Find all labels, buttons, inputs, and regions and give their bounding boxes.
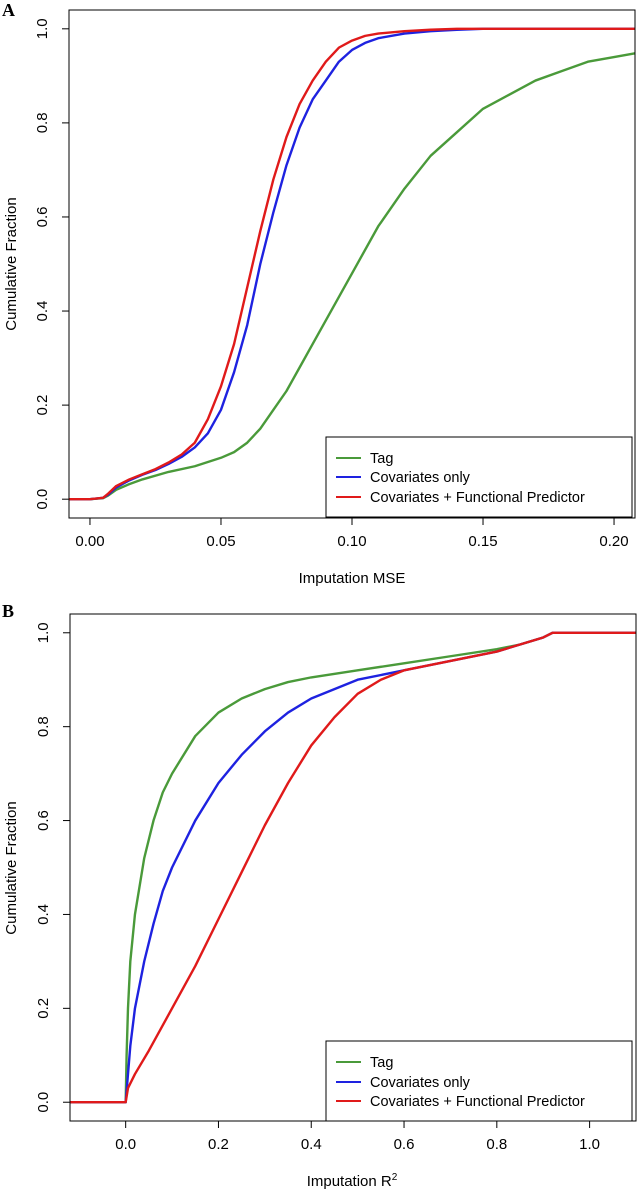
panel-a-x-axis-label: Imputation MSE: [299, 570, 406, 587]
panel-b-y-tick-label: 0.4: [35, 904, 52, 925]
panel-a-plot-frame: [68, 9, 636, 519]
panel-b-legend-label-tag: Tag: [370, 1055, 393, 1071]
panel-b-x-axis-label-text: Imputation R: [307, 1173, 392, 1190]
panel-a-legend-label-tag: Tag: [370, 451, 393, 467]
panel-b-series-line-functional: [70, 631, 636, 1104]
panel-b-x-tick-label: 1.0: [579, 1136, 600, 1153]
panel-b-legend-label-covariates: Covariates only: [370, 1075, 471, 1091]
panel-a-y-tick-label: 0.4: [34, 301, 51, 322]
panel-a: A 0.00 0.05 0.10 0.15 0.20 0.0 0.2 0.4 0.6 0.8 1.0…: [2, 0, 636, 587]
panel-b-legend-label-functional: Covariates + Functional Predictor: [370, 1094, 585, 1110]
panel-b-series-line-covariates: [70, 631, 636, 1104]
panel-a-y-tick-label: 0.2: [34, 395, 51, 416]
panel-b-legend: Tag Covariates only Covariates + Functio…: [325, 1040, 633, 1122]
panel-a-legend-box: [325, 436, 633, 518]
panel-b-series-line-tag: [70, 631, 636, 1104]
panel-b-x-axis-label: Imputation R2: [307, 1172, 398, 1190]
panel-a-legend-label-functional: Covariates + Functional Predictor: [370, 490, 585, 506]
panel-a-y-tick-label: 0.0: [34, 489, 51, 510]
panel-b: B 0.0 0.2 0.4 0.6 0.8 1.0 0.0 0.2 0.4 0.6 0.8 1.0 T…: [2, 601, 637, 1190]
panel-b-y-tick-label: 0.2: [35, 998, 52, 1019]
panel-b-legend-box: [325, 1040, 633, 1122]
panel-b-x-tick-label: 0.4: [301, 1136, 322, 1153]
panel-b-y-tick-label: 0.8: [35, 716, 52, 737]
panel-b-x-tick-label: 0.6: [394, 1136, 415, 1153]
panel-a-x-tick-label: 0.15: [468, 533, 497, 550]
panel-a-x-tick-label: 0.00: [75, 533, 104, 550]
panel-a-legend: Tag Covariates only Covariates + Functio…: [325, 436, 633, 518]
panel-a-letter: A: [2, 0, 15, 20]
panel-a-y-axis-label: Cumulative Fraction: [3, 197, 20, 330]
panel-b-x-tick-label: 0.8: [486, 1136, 507, 1153]
panel-b-x-tick-label: 0.2: [208, 1136, 229, 1153]
panel-b-y-tick-label: 0.0: [35, 1092, 52, 1113]
panel-a-x-tick-label: 0.20: [599, 533, 628, 550]
panel-a-y-tick-label: 0.8: [34, 112, 51, 133]
panel-b-x-tick-label: 0.0: [115, 1136, 136, 1153]
panel-b-y-tick-label: 0.6: [35, 810, 52, 831]
panel-b-letter: B: [2, 601, 14, 621]
panel-a-x-tick-label: 0.05: [206, 533, 235, 550]
panel-b-y-tick-label: 1.0: [35, 622, 52, 643]
panel-b-x-axis-label-superscript: 2: [392, 1172, 398, 1183]
panel-a-y-tick-label: 0.6: [34, 207, 51, 228]
panel-a-legend-label-covariates: Covariates only: [370, 470, 471, 486]
panel-b-y-axis-label: Cumulative Fraction: [3, 801, 20, 934]
panel-a-series-line-functional: [69, 27, 635, 501]
panel-a-series-line-tag: [69, 52, 636, 501]
panel-a-y-tick-label: 1.0: [34, 18, 51, 39]
panel-a-series-line-covariates: [69, 27, 635, 501]
panel-a-x-tick-label: 0.10: [337, 533, 366, 550]
